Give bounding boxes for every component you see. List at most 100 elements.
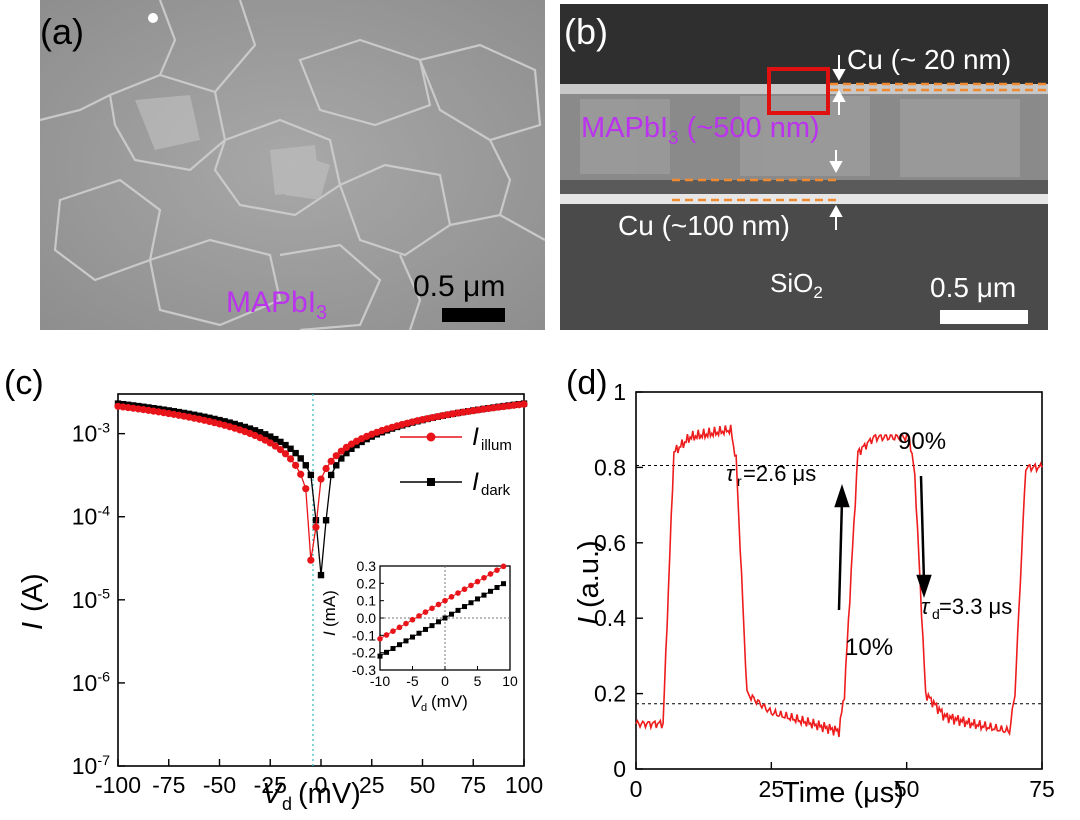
panel-a-material-subscript: 3 bbox=[316, 302, 328, 324]
inset-dark-point bbox=[494, 584, 500, 590]
inset-dark-point bbox=[390, 646, 396, 652]
panel-c-label: (c) bbox=[4, 364, 44, 402]
panel-a-material-label: MAPbI3 bbox=[226, 286, 327, 325]
iv-x-tick-label: 25 bbox=[359, 772, 385, 798]
iv-y-tick-label: 10-3 bbox=[72, 420, 110, 446]
top-cu-label: Cu (~ 20 nm) bbox=[847, 44, 1012, 75]
inset-ylabel-symbol: I bbox=[320, 631, 339, 636]
iv-dark-point bbox=[327, 471, 335, 479]
inset-y-tick-label: 0.0 bbox=[357, 610, 377, 626]
sem-top-view-image bbox=[40, 0, 545, 330]
inset-dark-point bbox=[403, 638, 409, 644]
legend-dark-subscript: dark bbox=[481, 482, 511, 499]
iv-dark-point bbox=[307, 471, 315, 479]
panel-d-label: (d) bbox=[566, 364, 608, 402]
tau-r-subscript: r bbox=[737, 473, 742, 489]
iv-y-tick-label: 10-6 bbox=[72, 670, 110, 696]
iv-ylabel-symbol: I bbox=[17, 622, 49, 630]
iv-x-tick-label: 50 bbox=[410, 772, 436, 798]
iv-dark-point bbox=[236, 422, 243, 429]
inset-dark-point bbox=[462, 604, 467, 610]
transient-frame bbox=[635, 391, 1043, 770]
inset-illum-point bbox=[396, 624, 403, 631]
photocurrent-trace bbox=[635, 424, 1043, 738]
level-10-label: 10% bbox=[845, 634, 893, 661]
iv-x-tick-label: 100 bbox=[505, 772, 543, 798]
inset-illum-point bbox=[500, 563, 507, 570]
iv-xlabel-subscript: d bbox=[282, 794, 292, 814]
inset-dark-point bbox=[377, 653, 383, 659]
panel-b-label: (b) bbox=[564, 11, 608, 52]
inset-illum-point bbox=[461, 586, 468, 593]
panel-a-scale-bar bbox=[442, 308, 505, 322]
transient-chart: 0 25 50 75 0 0.2 0.4 0.6 0.8 1 90% 10% τ r =2.6 μ… bbox=[573, 379, 1055, 809]
inset-dark-point bbox=[488, 588, 493, 594]
substrate-label: SiO2 bbox=[770, 268, 823, 303]
level-90-label: 90% bbox=[898, 428, 946, 455]
inset-y-tick-label: 0.2 bbox=[357, 575, 377, 591]
iv-dark-point bbox=[267, 433, 274, 440]
iv-y-tick-label: 10-4 bbox=[72, 504, 110, 530]
inset-dark-point bbox=[397, 642, 402, 648]
iv-dark-point bbox=[322, 517, 330, 524]
inset-illum-point bbox=[455, 590, 461, 596]
inset-illum-point bbox=[435, 601, 442, 608]
legend-dark-symbol: I bbox=[472, 468, 479, 496]
inset-xlabel-unit: (mV) bbox=[431, 692, 468, 711]
iv-dark-point bbox=[343, 449, 350, 457]
sem-cross-section-image bbox=[560, 4, 1048, 330]
iv-dark-point bbox=[348, 445, 355, 452]
transient-x-tick-label: 75 bbox=[1029, 776, 1055, 802]
inset-y-tick-label: 0.3 bbox=[357, 558, 377, 574]
transient-y-tick-label: 0 bbox=[613, 756, 626, 782]
iv-dark-point bbox=[282, 441, 289, 449]
iv-dark-point bbox=[338, 455, 345, 462]
inset-x-tick-label: 10 bbox=[502, 673, 518, 689]
substrate-subscript: 2 bbox=[813, 283, 823, 303]
tau-r-value: =2.6 μs bbox=[743, 461, 816, 486]
inset-dark-point bbox=[481, 592, 487, 598]
inset-y-tick-label: -0.2 bbox=[352, 645, 376, 661]
iv-dark-point bbox=[221, 418, 228, 425]
iv-illum-point bbox=[520, 400, 528, 408]
bottom-cu-label: Cu (~100 nm) bbox=[618, 210, 790, 241]
inset-dark-point bbox=[449, 611, 454, 617]
iv-illum-point bbox=[327, 457, 335, 465]
iv-chart: -100 -75 -50 -25 0 25 50 75 10010-710-610-510-41… bbox=[17, 393, 543, 814]
inset-illum-point bbox=[422, 609, 429, 615]
transient-y-tick-label: 0.6 bbox=[594, 530, 626, 556]
tau-d-symbol: τ bbox=[921, 594, 931, 619]
inset-y-tick-label: -0.1 bbox=[352, 627, 376, 643]
perovskite-layer-thickness: (~500 nm) bbox=[686, 112, 820, 144]
inset-illum-point bbox=[468, 582, 474, 589]
inset-illum-point bbox=[390, 628, 396, 634]
panel-a-material-text: MAPbI bbox=[226, 286, 317, 319]
transient-y-tick-label: 0.8 bbox=[594, 454, 626, 480]
inset-x-tick-label: 0 bbox=[441, 673, 449, 689]
iv-dark-point bbox=[302, 462, 309, 469]
iv-dark-point bbox=[333, 462, 340, 469]
iv-dark-point bbox=[261, 431, 269, 438]
iv-illum-point bbox=[271, 442, 279, 450]
iv-dark-point bbox=[241, 423, 249, 431]
iv-dark-point bbox=[312, 517, 320, 524]
transient-y-tick-label: 0.4 bbox=[594, 605, 626, 631]
transient-ylabel-symbol: I bbox=[573, 617, 605, 625]
inset-dark-point bbox=[429, 623, 435, 629]
iv-legend: I illum I dark bbox=[400, 423, 512, 499]
fall-arrow-head bbox=[916, 574, 932, 598]
iv-x-tick-label: -50 bbox=[203, 772, 236, 798]
fall-arrow-shaft bbox=[919, 475, 926, 583]
inset-xlabel-symbol: V bbox=[410, 692, 423, 711]
iv-dark-point bbox=[287, 445, 294, 452]
inset-illum-point bbox=[409, 616, 416, 623]
transient-xlabel: Time (μs) bbox=[782, 777, 904, 809]
inset-illum-point bbox=[474, 578, 481, 585]
tau-r-symbol: τ bbox=[726, 461, 736, 486]
iv-dark-point bbox=[292, 449, 299, 457]
inset-dark-point bbox=[475, 596, 480, 602]
legend-illum-symbol: I bbox=[472, 423, 479, 451]
inset-illum-point bbox=[481, 574, 487, 581]
panel-b-scale-text: 0.5 μm bbox=[930, 272, 1017, 303]
iv-illum-point bbox=[307, 556, 315, 564]
